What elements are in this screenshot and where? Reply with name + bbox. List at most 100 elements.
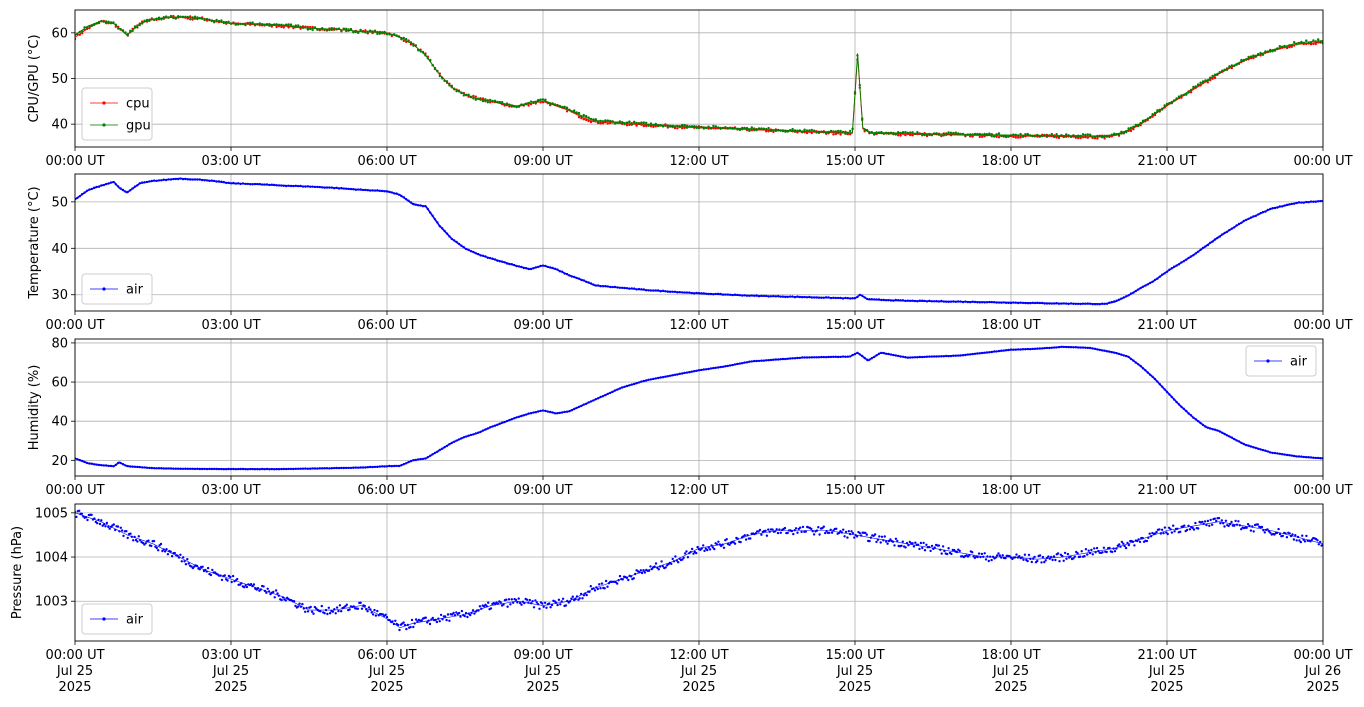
data-point <box>385 465 389 468</box>
y-tick-label: 40 <box>51 415 68 430</box>
data-point <box>517 415 521 418</box>
data-point <box>167 467 170 470</box>
data-point <box>848 532 852 536</box>
data-point <box>817 130 821 133</box>
data-point <box>1050 302 1054 305</box>
data-point <box>1060 345 1063 348</box>
data-point <box>1005 134 1008 138</box>
data-point <box>433 451 437 455</box>
data-point <box>954 354 957 357</box>
data-point <box>1163 388 1166 391</box>
data-point <box>414 203 417 206</box>
data-point <box>157 549 160 552</box>
data-point <box>841 297 845 300</box>
data-point <box>1091 136 1094 139</box>
data-point <box>112 465 115 468</box>
data-point <box>695 126 698 130</box>
data-point <box>769 295 773 298</box>
data-point <box>104 525 107 528</box>
data-point <box>1213 517 1217 520</box>
data-point <box>419 204 422 207</box>
data-point <box>525 413 528 416</box>
data-point <box>313 185 317 189</box>
data-point <box>649 565 652 568</box>
data-point <box>361 466 365 469</box>
data-point <box>516 601 519 604</box>
data-point <box>907 544 910 547</box>
data-point <box>681 291 684 294</box>
data-point <box>1197 527 1200 530</box>
data-point <box>611 120 614 123</box>
data-point <box>779 295 782 298</box>
data-point <box>719 292 722 296</box>
data-point <box>774 129 777 133</box>
data-point <box>1120 297 1123 300</box>
data-point <box>1233 437 1236 441</box>
data-point <box>460 609 464 613</box>
data-point <box>1317 38 1320 41</box>
data-point <box>378 189 381 192</box>
data-point <box>1079 346 1082 349</box>
y-tick-label: 80 <box>51 336 68 351</box>
data-point <box>587 119 590 123</box>
data-point <box>672 560 676 563</box>
data-point <box>330 27 333 30</box>
data-point <box>455 240 458 244</box>
data-point <box>191 566 195 570</box>
data-point <box>299 184 302 188</box>
data-point <box>589 282 593 285</box>
data-point <box>1317 543 1321 546</box>
data-point <box>535 601 538 604</box>
data-point <box>1127 355 1130 359</box>
data-point <box>365 608 368 611</box>
data-point <box>81 32 84 35</box>
data-point <box>899 355 902 358</box>
data-point <box>711 546 715 549</box>
data-point <box>263 183 266 186</box>
data-point <box>1141 536 1144 540</box>
data-point <box>1303 540 1307 543</box>
data-point <box>597 397 600 400</box>
data-point <box>93 23 96 26</box>
data-point <box>901 299 905 302</box>
data-point <box>1288 532 1291 535</box>
data-point <box>601 122 605 125</box>
data-point <box>227 467 230 471</box>
data-point <box>937 544 941 547</box>
data-point <box>1074 302 1078 306</box>
data-point <box>345 603 348 606</box>
x-tick-label: 00:00 UT <box>45 154 104 169</box>
data-point <box>453 614 457 617</box>
data-point <box>198 178 201 181</box>
x-tick-date: Jul 25 <box>680 664 717 679</box>
data-point <box>736 128 739 131</box>
data-point <box>155 179 158 183</box>
data-point <box>945 300 948 303</box>
data-point <box>102 20 106 23</box>
data-point <box>625 384 629 388</box>
data-point <box>1283 204 1286 207</box>
data-point <box>592 399 595 402</box>
data-point <box>1252 54 1255 57</box>
data-point <box>119 461 122 465</box>
data-point <box>1264 449 1267 452</box>
data-point <box>553 103 557 107</box>
data-point <box>337 27 341 30</box>
data-point <box>575 406 578 410</box>
data-point <box>162 467 165 470</box>
data-point <box>402 196 405 199</box>
data-point <box>849 133 852 136</box>
data-point <box>1175 400 1178 404</box>
data-point <box>767 359 770 362</box>
data-point <box>1139 124 1142 127</box>
data-point <box>1218 430 1222 433</box>
data-point <box>837 355 840 359</box>
data-point <box>954 131 957 134</box>
data-point <box>397 193 401 196</box>
data-point <box>571 595 574 598</box>
data-point <box>800 530 803 534</box>
data-point <box>949 134 953 137</box>
data-point <box>1249 216 1253 219</box>
data-point <box>532 267 535 270</box>
data-point <box>1251 525 1254 528</box>
